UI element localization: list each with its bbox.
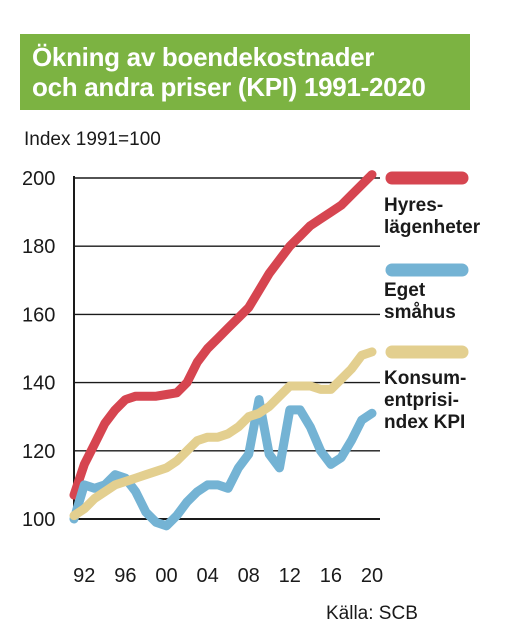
legend-label-line: småhus [384, 302, 456, 323]
title-banner: Ökning av boendekostnader och andra pris… [20, 34, 470, 110]
y-tick-label-160: 160 [22, 304, 55, 326]
chart-title-line-2: och andra priser (KPI) 1991-2020 [32, 72, 426, 102]
chart-title-line-1: Ökning av boendekostnader [32, 42, 375, 72]
source-note: Källa: SCB [326, 603, 418, 624]
y-axis-label: Index 1991=100 [24, 129, 161, 150]
x-tick-label-08: 08 [238, 565, 260, 587]
y-tick-label-200: 200 [22, 168, 55, 190]
legend-label-line: entprisi- [384, 390, 459, 411]
legend-label-3: Konsum-entprisi-ndex KPI [384, 368, 466, 433]
legend-label-line: lägenheter [384, 217, 481, 238]
y-tick-label-120: 120 [22, 441, 55, 463]
legend-label-1: Hyres-lägenheter [384, 195, 481, 238]
y-tick-label-180: 180 [22, 236, 55, 258]
legend-label-line: ndex KPI [384, 412, 465, 433]
x-tick-label-12: 12 [279, 565, 301, 587]
legend-label-2: Eget småhus [384, 280, 456, 323]
x-tick-label-92: 92 [73, 565, 95, 587]
legend-label-line: Eget [384, 280, 426, 301]
y-tick-label-100: 100 [22, 509, 55, 531]
x-tick-label-16: 16 [320, 565, 342, 587]
x-tick-label-96: 96 [114, 565, 136, 587]
legend-label-line: Hyres- [384, 195, 443, 216]
x-tick-label-00: 00 [155, 565, 177, 587]
series-line-2 [69, 395, 377, 531]
y-tick-label-140: 140 [22, 373, 55, 395]
x-tick-label-04: 04 [196, 565, 218, 587]
x-tick-label-20: 20 [361, 565, 383, 587]
series-line-1 [69, 170, 377, 500]
series-line-3 [69, 347, 377, 521]
legend-label-line: Konsum- [384, 368, 466, 389]
